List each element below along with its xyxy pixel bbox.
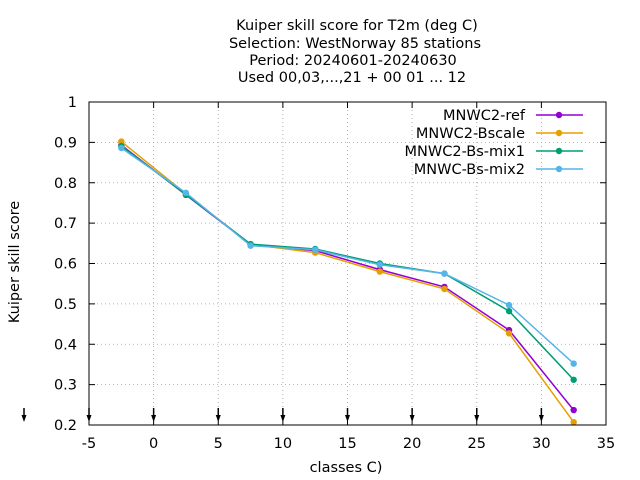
x-axis-label: classes C): [310, 460, 383, 476]
legend-swatch-point: [555, 165, 563, 173]
y-axis-label: Kuiper skill score: [7, 201, 23, 323]
y-tick-label: 0.7: [54, 216, 77, 232]
chart-title: Kuiper skill score for T2m (deg C) Selec…: [229, 18, 481, 86]
grid: [88, 101, 607, 426]
series-MNWC-Bs-mix2: [118, 144, 577, 367]
x-tick-label: 35: [597, 436, 615, 452]
data-point: [118, 144, 125, 152]
data-point: [505, 307, 513, 315]
arrow-head: [280, 415, 286, 422]
data-point: [570, 376, 577, 383]
data-point: [441, 285, 448, 293]
data-point: [182, 189, 190, 197]
title-line-1: Kuiper skill score for T2m (deg C): [236, 18, 478, 34]
bottom-arrows: [21, 408, 544, 422]
legend-swatch-point: [555, 111, 563, 119]
legend-swatch-point: [555, 147, 563, 155]
x-tick-label: 20: [403, 436, 421, 452]
down-arrow-icon: [215, 408, 221, 422]
arrow-head: [345, 415, 350, 422]
title-line-2: Selection: WestNorway 85 stations: [229, 36, 481, 52]
arrow-head: [21, 415, 27, 422]
legend: MNWC2-ref MNWC2-Bscale MNWC2-Bs-mix1 MNWC-B…: [405, 108, 583, 178]
title-line-4: Used 00,03,...,21 + 00 01 ... 12: [238, 70, 466, 86]
series-line: [120, 147, 575, 365]
plot-frame: [88, 101, 607, 426]
arrow-head: [151, 415, 157, 422]
y-tick-label: 0.9: [54, 135, 77, 151]
data-point: [441, 270, 448, 277]
y-tick-label: 0.4: [54, 337, 77, 353]
data-point: [570, 406, 577, 414]
data-point: [376, 261, 384, 268]
arrow-head: [409, 415, 415, 422]
legend-label: MNWC2-ref: [443, 108, 526, 124]
data-point: [570, 360, 577, 367]
data-point: [505, 330, 513, 337]
down-arrow-icon: [21, 408, 27, 422]
data-point: [505, 301, 513, 309]
y-tick-label: 0.3: [54, 378, 77, 394]
legend-label: MNWC2-Bs-mix1: [405, 144, 525, 160]
x-tick-label: 15: [338, 436, 356, 452]
x-tick-label: 0: [149, 436, 158, 452]
down-arrow-icon: [151, 408, 157, 422]
data-point: [570, 418, 577, 426]
data-point: [118, 138, 125, 145]
legend-entry: MNWC2-Bs-mix1: [405, 144, 583, 160]
x-tick-label: -5: [82, 436, 96, 452]
arrow-head: [215, 415, 221, 422]
legend-label: MNWC2-Bscale: [416, 126, 525, 142]
data-point: [311, 246, 319, 253]
legend-entry: MNWC-Bs-mix2: [414, 162, 583, 178]
y-tick-label: 0.2: [54, 418, 77, 434]
legend-entry: MNWC2-ref: [443, 108, 583, 124]
y-tick-label: 1: [68, 95, 77, 111]
x-tick-label: 10: [274, 436, 292, 452]
series-lines: [118, 138, 577, 426]
x-tick-label: 25: [468, 436, 486, 452]
down-arrow-icon: [409, 408, 415, 422]
x-tick-label: 30: [532, 436, 550, 452]
y-tick-label: 0.6: [54, 257, 77, 273]
legend-swatch-point: [555, 129, 563, 137]
data-point: [376, 268, 384, 275]
arrow-head: [474, 415, 480, 422]
down-arrow-icon: [345, 408, 350, 422]
series-line: [120, 141, 575, 423]
tick-labels: -5 0 5 10 15 20 25 30 35 0.2 0.3 0.4 0.5 0.6 0.7 0.8 0.9…: [54, 95, 615, 452]
down-arrow-icon: [538, 408, 544, 422]
down-arrow-icon: [474, 408, 480, 422]
arrow-head: [538, 415, 544, 422]
y-tick-label: 0.5: [54, 297, 77, 313]
series-line: [120, 145, 575, 381]
y-tick-label: 0.8: [54, 176, 77, 192]
data-point: [247, 242, 254, 249]
title-line-3: Period: 20240601-20240630: [249, 53, 457, 69]
x-tick-label: 5: [214, 436, 223, 452]
down-arrow-icon: [280, 408, 286, 422]
legend-label: MNWC-Bs-mix2: [414, 162, 525, 178]
legend-entry: MNWC2-Bscale: [416, 126, 583, 142]
